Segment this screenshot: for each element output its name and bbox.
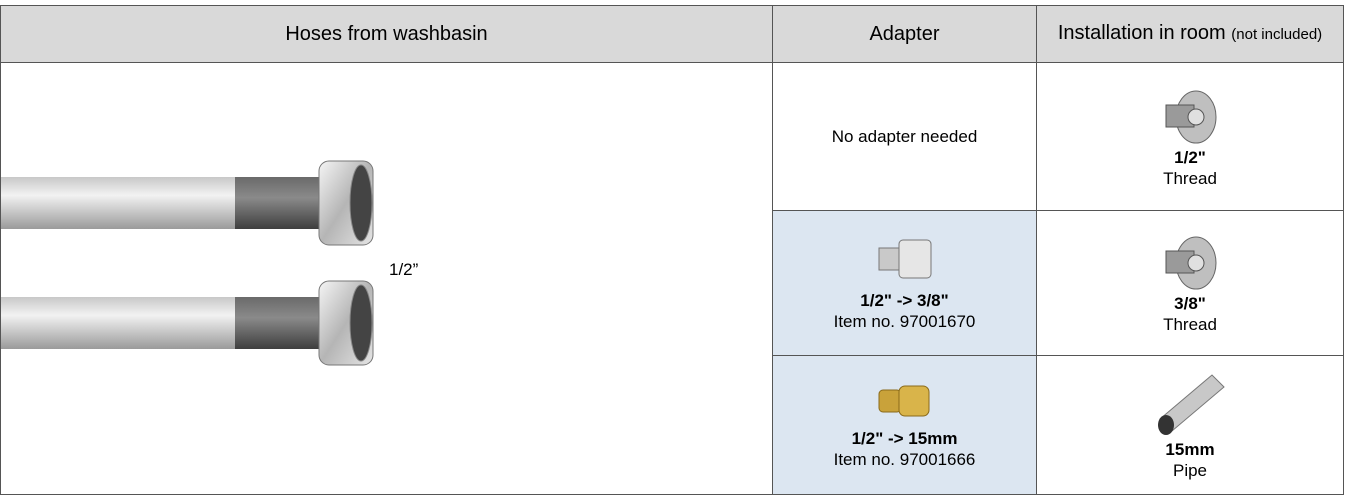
header-cell: Adapter (772, 5, 1037, 63)
hose (1, 160, 374, 246)
header-note: (not included) (1231, 26, 1323, 43)
install-size: 15mm (1165, 440, 1215, 459)
header-text: Hoses from washbasin (285, 23, 488, 45)
hoses-image (1, 160, 374, 366)
install-size: 1/2" (1174, 147, 1206, 167)
valve-icon (1165, 90, 1217, 143)
header-text: Installation in room (1057, 22, 1226, 44)
adapter-title: 1/2" -> 3/8" (860, 291, 949, 310)
install-size: 3/8" (1174, 294, 1206, 313)
install-cell: 15mm Pipe (1036, 355, 1344, 495)
adapter-icon (878, 385, 929, 417)
adapter-title: 1/2" -> 15mm (851, 429, 958, 448)
header-text: Installation in room (not included) (1058, 22, 1322, 46)
header-text: Adapter (869, 23, 940, 45)
header-cell: Installation in room (not included) (1036, 5, 1344, 63)
install-type: Thread (1163, 315, 1217, 334)
hose-size: 1/2” (389, 260, 419, 279)
install-cell: 3/8" Thread (1036, 210, 1344, 356)
adapter-text: No adapter needed (831, 127, 978, 146)
hose-cell: 1/2” (0, 62, 773, 495)
hose (1, 280, 374, 366)
install-cell: 1/2" Thread (1036, 62, 1344, 211)
adapter-item: Item no. 97001666 (833, 450, 976, 469)
adapter-cell: 1/2" -> 3/8" Item no. 97001670 (772, 210, 1037, 356)
adapter-cell: 1/2" -> 15mm Item no. 97001666 (772, 355, 1037, 495)
adapter-cell: No adapter needed (772, 62, 1037, 211)
install-type: Pipe (1172, 461, 1208, 480)
adapter-item: Item no. 97001670 (833, 312, 976, 331)
install-type: Thread (1163, 168, 1217, 188)
adapter-icon (878, 239, 931, 279)
valve-icon (1165, 236, 1217, 290)
pipe-icon (1158, 374, 1225, 435)
header-cell: Hoses from washbasin (0, 5, 773, 63)
